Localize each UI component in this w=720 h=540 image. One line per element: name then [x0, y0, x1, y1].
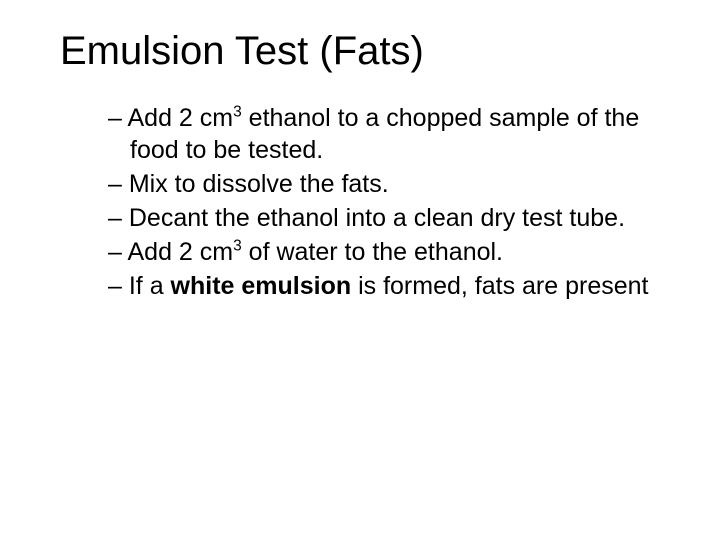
superscript: 3 — [233, 238, 242, 255]
bullet-item: Add 2 cm3 ethanol to a chopped sample of… — [108, 102, 660, 166]
bullet-item: If a white emulsion is formed, fats are … — [108, 270, 660, 302]
bullet-text-post: of water to the ethanol. — [242, 238, 503, 266]
bullet-item: Add 2 cm3 of water to the ethanol. — [108, 236, 660, 268]
bullet-item: Decant the ethanol into a clean dry test… — [108, 202, 660, 234]
slide: Emulsion Test (Fats) Add 2 cm3 ethanol t… — [0, 0, 720, 540]
bullet-item: Mix to dissolve the fats. — [108, 168, 660, 200]
bullet-text-pre: Add 2 cm — [127, 104, 233, 132]
superscript: 3 — [233, 104, 242, 121]
bullet-text: Mix to dissolve the fats. — [129, 170, 389, 198]
bullet-text-pre: Add 2 cm — [127, 238, 233, 266]
bullet-text-bold: white emulsion — [171, 272, 352, 300]
slide-title: Emulsion Test (Fats) — [60, 28, 660, 74]
bullet-text-pre: If a — [129, 272, 171, 300]
bullet-text: Decant the ethanol into a clean dry test… — [129, 204, 625, 232]
bullet-list: Add 2 cm3 ethanol to a chopped sample of… — [60, 102, 660, 302]
bullet-text-post: is formed, fats are present — [351, 272, 648, 300]
